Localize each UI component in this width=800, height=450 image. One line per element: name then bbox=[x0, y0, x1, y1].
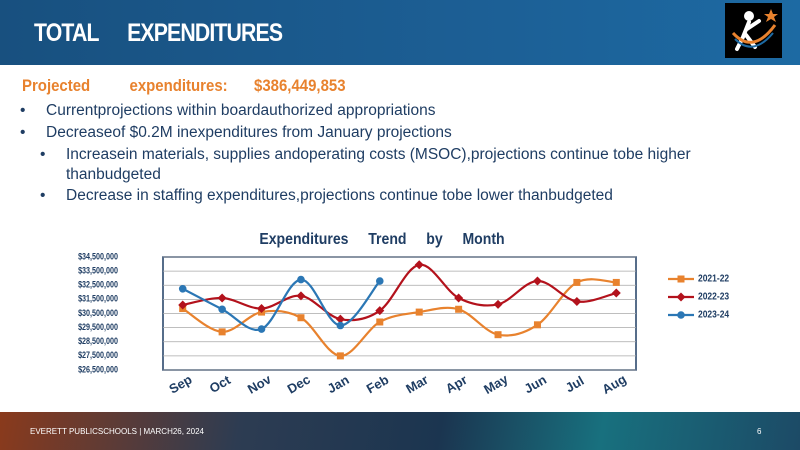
x-tick-label: Nov bbox=[245, 371, 274, 397]
slide-title: TOTAL EXPENDITURES bbox=[34, 19, 283, 47]
y-tick-label: $31,500,000 bbox=[78, 294, 118, 304]
point-marker bbox=[218, 328, 226, 336]
point-marker bbox=[336, 321, 345, 330]
point-marker bbox=[414, 260, 424, 270]
point-marker bbox=[533, 321, 541, 329]
y-tick-label: $27,500,000 bbox=[78, 351, 118, 361]
point-marker bbox=[375, 277, 384, 285]
point-marker bbox=[336, 352, 344, 360]
legend-marker bbox=[677, 311, 685, 319]
y-tick-label: $26,500,000 bbox=[78, 365, 118, 375]
point-marker bbox=[217, 293, 227, 303]
point-marker bbox=[297, 314, 305, 322]
sub-bullet: Decrease in staffing expenditures,projec… bbox=[40, 186, 613, 206]
bullet: Decreaseof $0.2M inexpenditures from Jan… bbox=[20, 123, 452, 143]
point-marker bbox=[218, 305, 226, 314]
page-number: 6 bbox=[757, 427, 762, 436]
bullet: Currentprojections within boardauthorize… bbox=[20, 101, 435, 121]
point-marker bbox=[572, 296, 582, 306]
legend-marker bbox=[677, 275, 685, 283]
y-tick-label: $33,500,000 bbox=[78, 266, 118, 276]
point-marker bbox=[415, 308, 423, 316]
point-marker bbox=[611, 288, 621, 298]
chart: Expenditures Trend by Month $26,500,000 $… bbox=[78, 230, 730, 397]
point-marker bbox=[376, 318, 384, 326]
x-tick-label: Apr bbox=[443, 372, 470, 396]
legend-label: 2023-24 bbox=[698, 309, 730, 320]
chart-title: Expenditures Trend by Month bbox=[259, 230, 504, 248]
x-tick-label: May bbox=[481, 371, 511, 397]
point-marker bbox=[257, 304, 267, 314]
legend-label: 2022-23 bbox=[698, 291, 729, 302]
x-tick-label: Mar bbox=[403, 372, 431, 397]
point-marker bbox=[257, 325, 266, 333]
x-tick-label: Sep bbox=[166, 372, 194, 397]
footer-text: EVERETT PUBLICSCHOOLS | MARCH26, 2024 bbox=[30, 427, 204, 436]
point-marker bbox=[493, 299, 503, 309]
y-tick-label: $29,500,000 bbox=[78, 322, 118, 332]
projected-amount: $386,449,853 bbox=[254, 76, 346, 95]
point-marker bbox=[454, 293, 464, 303]
point-marker bbox=[178, 300, 188, 310]
projected-line: Projected expenditures: $386,449,853 bbox=[22, 76, 346, 96]
x-tick-label: Jul bbox=[563, 373, 587, 395]
x-tick-label: Jan bbox=[325, 372, 352, 396]
point-marker bbox=[297, 275, 305, 284]
x-tick-label: Feb bbox=[364, 372, 392, 397]
legend-marker bbox=[676, 292, 686, 302]
header-bar bbox=[0, 0, 800, 65]
x-tick-label: Oct bbox=[207, 372, 234, 396]
point-marker bbox=[296, 291, 306, 301]
y-tick-label: $32,500,000 bbox=[78, 280, 118, 290]
x-tick-label: Aug bbox=[599, 371, 628, 397]
point-marker bbox=[532, 276, 542, 286]
point-marker bbox=[573, 278, 581, 286]
x-tick-label: Jun bbox=[521, 372, 549, 397]
point-marker bbox=[494, 331, 502, 339]
sub-bullet: Increasein materials, supplies andoperat… bbox=[40, 145, 756, 185]
point-marker bbox=[335, 314, 345, 324]
point-marker bbox=[455, 305, 463, 313]
point-marker bbox=[178, 284, 187, 293]
y-tick-label: $34,500,000 bbox=[78, 252, 118, 262]
legend-label: 2021-22 bbox=[698, 273, 729, 284]
footer-bar bbox=[0, 412, 800, 450]
x-tick-label: Dec bbox=[285, 372, 313, 397]
y-tick-label: $28,500,000 bbox=[78, 336, 118, 346]
y-tick-label: $30,500,000 bbox=[78, 308, 118, 318]
point-marker bbox=[612, 278, 620, 286]
point-marker bbox=[375, 306, 385, 316]
projected-label: Projected expenditures: bbox=[22, 76, 228, 95]
logo bbox=[725, 3, 782, 58]
